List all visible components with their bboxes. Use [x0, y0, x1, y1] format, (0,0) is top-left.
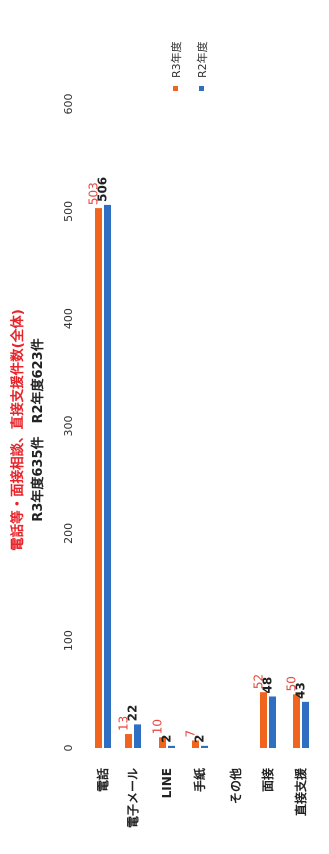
data-label: 22: [126, 705, 140, 722]
legend-swatch: [173, 86, 178, 91]
axis-tick-label: 300: [62, 416, 75, 437]
data-label: 52: [252, 674, 266, 689]
legend-label: R2年度: [195, 41, 209, 78]
chart-title: 電話等・面接相談、直接支援件数(全体): [9, 309, 26, 551]
data-label: 503: [87, 182, 101, 205]
data-label: 506: [96, 177, 110, 202]
legend-label: R3年度: [169, 41, 183, 78]
bar-r2: [302, 701, 309, 748]
category-label: 面接: [260, 768, 275, 792]
data-label: 2: [193, 734, 207, 742]
axis-tick-label: 0: [62, 745, 75, 752]
data-label: 43: [294, 682, 308, 699]
bar-r3: [293, 694, 300, 748]
axis-tick-label: 400: [62, 308, 75, 329]
bar-r3: [260, 692, 267, 748]
category-label: その他: [228, 768, 243, 804]
category-label: 電話: [95, 768, 110, 792]
bar-r3: [95, 208, 102, 748]
category-label: LINE: [160, 768, 174, 798]
data-label: 48: [261, 677, 275, 694]
category-label: 手紙: [192, 768, 207, 792]
chart-subtitle: R3年度635件 R2年度623件: [30, 338, 46, 521]
bar-r3: [125, 734, 132, 748]
data-label: 7: [184, 730, 198, 738]
data-label: 10: [151, 719, 165, 734]
category-label: 電子メール: [126, 768, 140, 828]
bar-r3: [159, 737, 166, 748]
bar-r2: [134, 724, 141, 748]
bar-r2: [104, 204, 111, 749]
data-label: 2: [160, 734, 174, 742]
data-label: 13: [117, 716, 131, 731]
axis-tick-label: 500: [62, 201, 75, 222]
data-label: 50: [285, 676, 299, 691]
axis-tick-label: 100: [62, 630, 75, 651]
bar-r2: [201, 745, 208, 748]
bar-r2: [269, 696, 276, 748]
bar-r2: [168, 745, 175, 748]
legend-swatch: [199, 86, 204, 91]
axis-tick-label: 600: [62, 94, 75, 115]
axis-tick-label: 200: [62, 523, 75, 544]
bar-r3: [192, 740, 199, 748]
category-label: 直接支援: [293, 767, 308, 816]
